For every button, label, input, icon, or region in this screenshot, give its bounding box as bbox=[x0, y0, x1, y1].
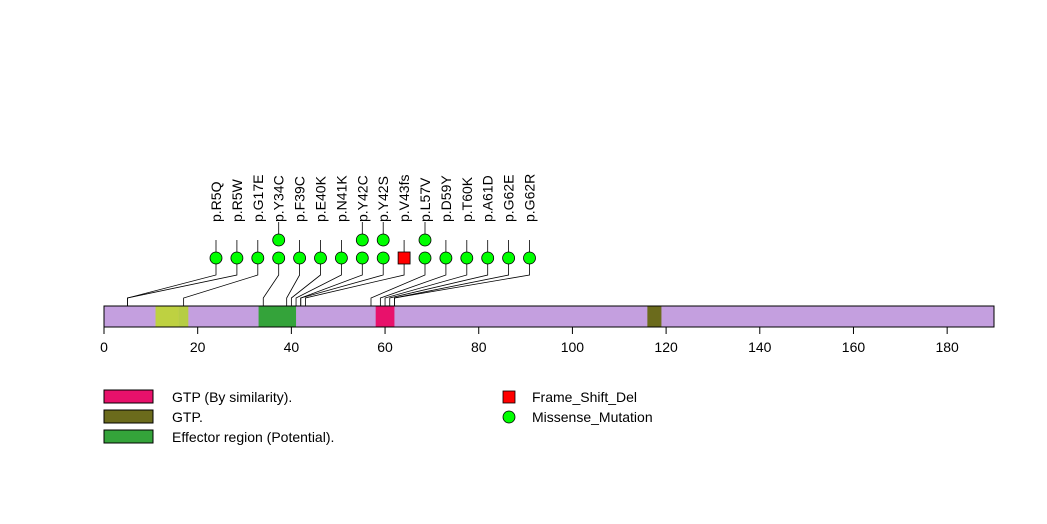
legend-domain-swatch bbox=[103, 429, 154, 444]
lollipop-stem bbox=[384, 258, 468, 306]
lollipop-head-circle bbox=[418, 233, 432, 247]
lollipop-stem bbox=[394, 258, 530, 306]
x-tick-label: 60 bbox=[377, 339, 393, 355]
lollipop-head-circle bbox=[355, 251, 369, 265]
lollipop-head-circle bbox=[376, 233, 390, 247]
legend-domain-label: GTP (By similarity). bbox=[172, 389, 292, 405]
lollipop-head-circle bbox=[418, 251, 432, 265]
lollipop-head-circle bbox=[355, 233, 369, 247]
legend-domain-swatch bbox=[103, 409, 154, 424]
lollipop-stem bbox=[300, 258, 363, 306]
mutation-label: p.E40K bbox=[313, 175, 329, 222]
lollipop-head-circle bbox=[439, 251, 453, 265]
x-tick-label: 80 bbox=[471, 339, 487, 355]
protein-backbone bbox=[103, 305, 995, 328]
domain-2 bbox=[258, 306, 297, 327]
domain-4 bbox=[647, 306, 662, 327]
lollipop-head-circle bbox=[481, 251, 495, 265]
lollipop-head-circle bbox=[272, 251, 286, 265]
x-tick-label: 160 bbox=[842, 339, 866, 355]
mutation-label: p.Y42S bbox=[375, 176, 391, 222]
domain-1 bbox=[178, 306, 189, 327]
mutation-label: p.T60K bbox=[459, 176, 475, 222]
lollipop-head-circle bbox=[523, 251, 536, 265]
lollipop-stem bbox=[379, 258, 447, 306]
lollipop-head-circle bbox=[502, 251, 516, 265]
lollipop-head-circle bbox=[376, 251, 390, 265]
x-tick-label: 100 bbox=[561, 339, 585, 355]
mutation-label: p.F39C bbox=[292, 176, 308, 222]
mutation-label: p.G62R bbox=[522, 174, 538, 222]
lollipop-stem bbox=[183, 258, 259, 306]
legend-square-marker bbox=[502, 390, 516, 404]
x-tick-label: 20 bbox=[190, 339, 206, 355]
lollipop-head-square bbox=[397, 251, 411, 265]
lollipop-head-circle bbox=[460, 251, 474, 265]
x-tick-label: 0 bbox=[100, 339, 108, 355]
lollipop-head-circle bbox=[293, 251, 307, 265]
mutation-label: p.Y34C bbox=[271, 175, 287, 222]
domain-3 bbox=[375, 306, 395, 327]
legend-domain-label: GTP. bbox=[172, 409, 203, 425]
mutation-label: p.R5W bbox=[229, 178, 245, 222]
mutation-label: p.L57V bbox=[417, 177, 433, 222]
lollipop-stem bbox=[127, 258, 238, 306]
lollipop-stem bbox=[286, 258, 301, 306]
x-tick-label: 40 bbox=[284, 339, 300, 355]
mutation-label: p.G17E bbox=[250, 175, 266, 222]
lollipop-head-circle bbox=[230, 251, 244, 265]
x-tick-label: 120 bbox=[654, 339, 678, 355]
mutation-label: p.D59Y bbox=[438, 175, 454, 222]
mutation-label: p.G62E bbox=[501, 175, 517, 222]
x-tick-label: 180 bbox=[935, 339, 959, 355]
lollipop-head-circle bbox=[334, 251, 348, 265]
domain-0 bbox=[155, 306, 179, 327]
lollipop-stem bbox=[262, 258, 280, 306]
lollipop-stem bbox=[295, 258, 342, 306]
lollipop-head-circle bbox=[314, 251, 327, 265]
lollipop-stem bbox=[305, 258, 405, 306]
lollipop-stem bbox=[300, 258, 384, 306]
mutation-label: p.N41K bbox=[333, 175, 349, 222]
legend-domain-label: Effector region (Potential). bbox=[172, 429, 334, 445]
lollipop-stem bbox=[389, 258, 489, 306]
lollipop-head-circle bbox=[272, 233, 286, 247]
lollipop-stem bbox=[394, 258, 510, 306]
lollipop-stem bbox=[370, 258, 426, 306]
legend-mutation-label: Missense_Mutation bbox=[532, 409, 653, 425]
mutation-label: p.Y42C bbox=[354, 175, 370, 222]
mutation-label: p.V43fs bbox=[396, 175, 412, 222]
mutation-label: p.A61D bbox=[480, 175, 496, 222]
lollipop-stem bbox=[290, 258, 321, 306]
legend-mutation-label: Frame_Shift_Del bbox=[532, 389, 637, 405]
legend-circle-marker bbox=[502, 410, 516, 424]
lollipop-head-circle bbox=[251, 251, 265, 265]
legend-domain-swatch bbox=[103, 389, 154, 404]
lollipop-head-circle bbox=[209, 251, 223, 265]
mutation-label: p.R5Q bbox=[208, 181, 224, 222]
x-tick-label: 140 bbox=[748, 339, 772, 355]
